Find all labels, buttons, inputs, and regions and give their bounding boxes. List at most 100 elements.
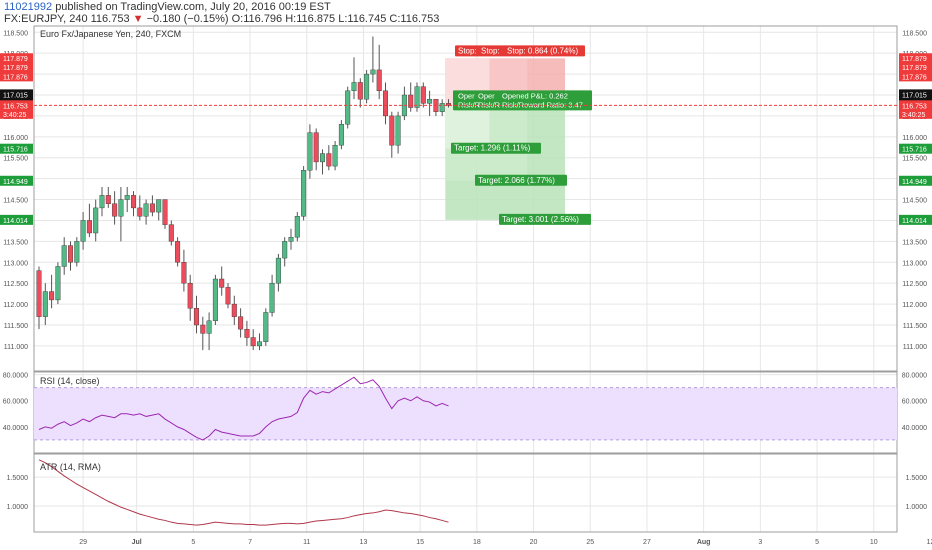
candle-up (74, 241, 80, 263)
symbol-label: FX:EURJPY, 240 (4, 13, 88, 25)
price-tick-right: 118.500 (902, 30, 927, 37)
price-tick-left: 111.500 (4, 323, 28, 330)
price-tick-right: 114.500 (902, 198, 927, 205)
idea-id-link[interactable]: 11021992 (4, 1, 53, 13)
price-tick-right: 112.000 (902, 302, 927, 309)
time-tick: 13 (360, 539, 368, 546)
candle-up (320, 153, 326, 163)
time-tick: 27 (643, 539, 651, 546)
last-price: 116.753 (90, 13, 130, 25)
target-label: Target: 2.066 (1.77%) (478, 176, 555, 185)
price-tick-right: 112.500 (902, 281, 927, 288)
price-badge-right: 117.879 (902, 65, 927, 72)
candle-down (187, 282, 193, 309)
time-tick: 20 (530, 539, 538, 546)
candle-down (408, 94, 414, 108)
candle-up (427, 98, 433, 104)
price-badge-left-bg (0, 89, 33, 100)
candle-down (250, 337, 256, 347)
candle-up (269, 282, 275, 313)
time-tick: 10 (870, 539, 878, 546)
price-badge-right: 114.014 (902, 218, 927, 225)
price-badge-right-bg (899, 89, 932, 100)
candle-down (446, 103, 452, 106)
candle-up (80, 220, 86, 242)
price-badge-left: 116.753 (3, 103, 28, 110)
candle-down (162, 199, 168, 225)
price-tick-right: 111.000 (903, 344, 927, 351)
price-tick-left: 112.500 (3, 281, 28, 288)
candle-down (175, 241, 181, 263)
opened-stub-2: Oper (478, 91, 495, 100)
candle-up (414, 86, 420, 108)
target-label-box (499, 213, 591, 225)
stop-label-stub-1: Stop: (458, 46, 477, 55)
rsi-tick-left: 40.0000 (3, 425, 28, 432)
rsi-label: RSI (14, close) (40, 376, 100, 386)
price-badge-left: 117.876 (3, 74, 28, 81)
price-tick-left: 111.000 (4, 344, 28, 351)
price-tick-left: 118.500 (3, 30, 28, 37)
candle-up (439, 103, 445, 112)
candle-up (93, 207, 99, 234)
time-tick: 5 (815, 539, 819, 546)
idea-header: 11021992 published on TradingView.com, J… (4, 1, 331, 14)
candle-down (313, 132, 319, 163)
candle-down (36, 270, 42, 317)
time-tick: 15 (416, 539, 424, 546)
price-badge-right-bg (899, 175, 932, 186)
price-badge-right: 114.949 (902, 179, 927, 186)
rsi-tick-left: 80.0000 (3, 373, 28, 380)
candle-up (332, 144, 338, 167)
price-badge-left: 114.014 (3, 218, 28, 225)
price-badge-left-bg (0, 143, 33, 154)
candle-up (61, 245, 67, 267)
candle-up (364, 73, 370, 100)
opened-label-box (453, 90, 592, 111)
candle-down (200, 324, 206, 334)
price-badge-left-bg (0, 62, 33, 73)
axis-labels: 111.000 111.000 111.500 111.500 112.000 112.0… (0, 30, 932, 546)
candle-up (42, 291, 48, 317)
price-badge-right-bg (899, 143, 932, 154)
candle-down (112, 203, 118, 217)
atr-line (38, 459, 449, 526)
candle-down (149, 203, 155, 213)
price-badge-right-bg (899, 108, 932, 119)
candle-down (225, 287, 231, 305)
stop-label-box (455, 45, 585, 57)
candle-down (238, 316, 244, 330)
candle-up (351, 82, 357, 92)
atr-tick-left: 1.0000 (7, 504, 29, 511)
rsi-line (38, 376, 449, 441)
candle-down (357, 82, 363, 100)
candle-up (55, 266, 61, 301)
price-badge-right: 117.876 (902, 74, 927, 81)
candle-down (231, 303, 237, 317)
rr-ratio-label: Risk/Reward Ratio: 3.47 (502, 100, 583, 109)
candle-up (257, 341, 263, 347)
candle-down (244, 328, 250, 338)
chart-title: Euro Fx/Japanese Yen, 240, FXCM (40, 29, 181, 39)
target-zone (445, 105, 490, 149)
time-tick: Aug (697, 539, 711, 546)
candle-up (370, 69, 376, 75)
rsi-band (34, 387, 897, 440)
time-tick: 29 (79, 539, 87, 546)
position-tool[interactable]: Stop: Stop: Stop: 0.864 (0.74%)OperRisk/RO… (445, 45, 592, 225)
price-badge-right-bg (899, 62, 932, 73)
target-label: Target: 3.001 (2.56%) (502, 215, 579, 224)
price-badge-right: 115.716 (902, 147, 927, 154)
stop-label-stub-2: Stop: (481, 46, 500, 55)
ohlc-values: O:116.796 H:116.875 L:116.745 C:116.753 (231, 13, 440, 25)
candle-up (294, 216, 300, 238)
candle-down (326, 153, 332, 167)
candle-down (389, 115, 395, 146)
candle-up (124, 195, 130, 200)
opened-stub-1: Oper (458, 91, 475, 100)
atr-label: ATR (14, RMA) (40, 462, 101, 472)
candle-up (118, 199, 124, 217)
candle-up (307, 132, 313, 171)
target-label-box (475, 174, 567, 186)
